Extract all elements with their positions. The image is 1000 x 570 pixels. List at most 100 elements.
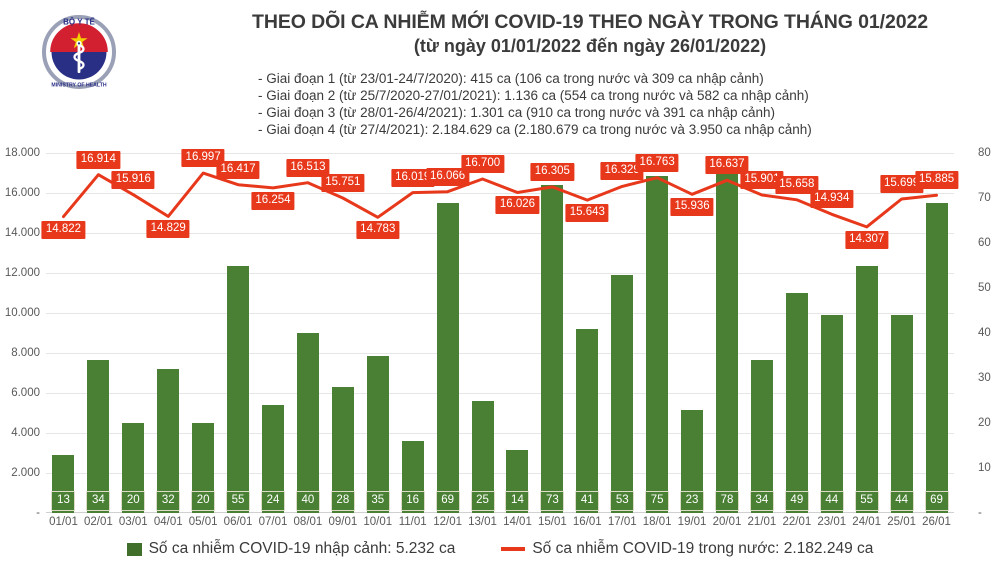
gridline xyxy=(46,233,954,234)
bar[interactable] xyxy=(646,175,669,513)
bar-column[interactable]: 32 xyxy=(151,153,186,513)
bar-column[interactable]: 34 xyxy=(81,153,116,513)
x-axis-tick-label: 06/01 xyxy=(223,516,253,528)
bar[interactable] xyxy=(611,274,634,513)
x-axis-tick-label: 11/01 xyxy=(398,516,427,528)
line-value-label: 16.066 xyxy=(426,167,470,186)
line-value-label: 15.751 xyxy=(321,173,365,192)
bar-column[interactable]: 53 xyxy=(605,153,640,513)
y-axis-right-tick: 30 xyxy=(978,372,991,384)
bar-column[interactable]: 55 xyxy=(221,153,256,513)
legend-item-imported: Số ca nhiễm COVID-19 nhập cảnh: 5.232 ca xyxy=(126,540,455,558)
bar-column[interactable]: 44 xyxy=(884,153,919,513)
line-data-labels: 14.822 16.914 15.916 14.829 16.997 16.417 16.2… xyxy=(41,149,959,513)
line-value-label: 14.783 xyxy=(356,221,400,240)
bar-column[interactable]: 69 xyxy=(919,153,954,513)
gridline xyxy=(46,393,954,394)
x-axis-labels: 01/01 02/01 03/01 04/01 05/01 06/01 07/01 08/01… xyxy=(46,516,954,536)
bar[interactable] xyxy=(925,202,948,513)
bar-column[interactable]: 41 xyxy=(570,153,605,513)
y-axis-left-tick: 4.000 xyxy=(11,427,40,439)
bar-column[interactable]: 78 xyxy=(710,153,745,513)
bar-value-label: 75 xyxy=(645,491,670,511)
bar-column[interactable]: 25 xyxy=(465,153,500,513)
y-axis-right-labels: - 10 20 30 40 50 60 70 80 xyxy=(962,147,1000,519)
plot-area: -2.000 4.000 6.000 8.000 10.000 12.000 14.000 1… xyxy=(5,147,991,519)
bar-column[interactable]: 16 xyxy=(395,153,430,513)
bar-column[interactable]: 40 xyxy=(290,153,325,513)
y-axis-right-tick: 70 xyxy=(978,192,991,204)
bar[interactable] xyxy=(436,202,459,513)
bar[interactable] xyxy=(366,355,389,513)
legend-line-swatch-icon xyxy=(501,547,526,551)
x-axis-tick-label: 01/01 xyxy=(49,516,78,528)
bar-column[interactable]: 13 xyxy=(46,153,81,513)
line-value-label: 15.885 xyxy=(914,171,959,190)
bar-value-label: 32 xyxy=(156,491,181,511)
phase-line-1: - Giai đoạn 1 (từ 23/01-24/7/2020): 415 … xyxy=(258,71,764,86)
line-value-label: 16.997 xyxy=(181,149,225,168)
x-axis-tick-label: 08/01 xyxy=(293,516,323,528)
bar[interactable] xyxy=(576,328,599,513)
bar[interactable] xyxy=(296,333,319,513)
bar-column[interactable]: 14 xyxy=(500,153,535,513)
line-value-label: 16.763 xyxy=(635,153,679,172)
bar-column[interactable]: 73 xyxy=(535,153,570,513)
line-value-label: 16.254 xyxy=(251,191,295,210)
line-value-label: 14.934 xyxy=(810,190,854,209)
x-axis-tick-label: 20/01 xyxy=(712,516,742,528)
bar[interactable] xyxy=(261,405,284,513)
bar[interactable] xyxy=(785,292,808,513)
gridline xyxy=(46,153,954,154)
bar-value-label: 73 xyxy=(540,491,565,511)
bar-column[interactable]: 35 xyxy=(360,153,395,513)
bar[interactable] xyxy=(227,265,250,513)
line-value-label: 15.699 xyxy=(880,175,924,194)
bar-column[interactable]: 28 xyxy=(325,153,360,513)
bar[interactable] xyxy=(820,315,843,513)
line-value-label: 16.019 xyxy=(391,168,435,187)
bar[interactable] xyxy=(541,184,564,513)
bar-column[interactable]: 69 xyxy=(430,153,465,513)
legend-domestic-label: Số ca nhiễm COVID-19 trong nước: 2.182.2… xyxy=(532,540,874,557)
x-axis-tick-label: 05/01 xyxy=(188,516,218,528)
bar-column[interactable]: 34 xyxy=(744,153,779,513)
gridline xyxy=(46,433,954,434)
bar-value-label: 34 xyxy=(86,491,111,511)
bar-value-label: 24 xyxy=(260,491,285,511)
bar-column[interactable]: 55 xyxy=(849,153,884,513)
bar[interactable] xyxy=(122,423,145,513)
bar[interactable] xyxy=(157,369,180,513)
chart-legend: Số ca nhiễm COVID-19 nhập cảnh: 5.232 ca… xyxy=(0,540,1000,558)
bar-column[interactable]: 49 xyxy=(779,153,814,513)
y-axis-left-tick: 6.000 xyxy=(11,387,40,399)
bar[interactable] xyxy=(715,162,738,513)
line-value-label: 15.916 xyxy=(111,170,155,189)
bar-column[interactable]: 20 xyxy=(116,153,151,513)
bar-value-label: 34 xyxy=(749,491,774,511)
bar-value-label: 23 xyxy=(680,491,705,511)
bar[interactable] xyxy=(192,423,215,513)
bar-column[interactable]: 23 xyxy=(675,153,710,513)
bar-column[interactable]: 24 xyxy=(256,153,291,513)
bar-column[interactable]: 20 xyxy=(186,153,221,513)
y-axis-right-tick: 10 xyxy=(978,462,991,474)
bar[interactable] xyxy=(87,360,110,513)
y-axis-right-tick: - xyxy=(978,507,982,519)
ministry-of-health-logo: BỘ Y TẾ MINISTRY OF HEALTH xyxy=(42,15,116,89)
bar[interactable] xyxy=(890,315,913,513)
bar[interactable] xyxy=(471,400,494,513)
bar-value-label: 69 xyxy=(924,491,949,511)
y-axis-left-tick: 14.000 xyxy=(4,227,40,239)
x-axis-tick-label: 25/01 xyxy=(887,516,916,528)
legend-bar-swatch-icon xyxy=(126,542,142,556)
bar-column[interactable]: 75 xyxy=(640,153,675,513)
bar-value-label: 78 xyxy=(714,491,739,511)
bar-column[interactable]: 44 xyxy=(814,153,849,513)
bar-value-label: 44 xyxy=(819,491,844,511)
x-axis-tick-label: 04/01 xyxy=(153,516,183,528)
bar[interactable] xyxy=(331,387,354,513)
bar[interactable] xyxy=(750,360,773,513)
bar[interactable] xyxy=(855,265,878,513)
bar[interactable] xyxy=(681,409,704,513)
